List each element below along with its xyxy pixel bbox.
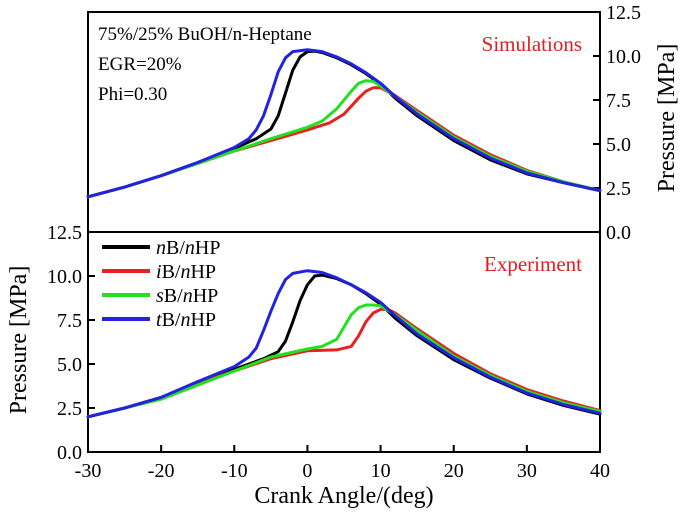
bottom-y-tick-label: 5.0: [57, 354, 82, 376]
top-y-tick-label: 2.5: [606, 178, 631, 200]
x-tick-label: -20: [148, 460, 175, 482]
x-tick-label: -30: [75, 460, 102, 482]
sim-series-tB-nHP: [86, 48, 602, 199]
top-y-tick-label: 10.0: [606, 46, 641, 68]
exp-series-sB-nHP: [86, 303, 602, 419]
x-tick-label: -10: [221, 460, 248, 482]
legend-label: sB/nHP: [156, 285, 218, 307]
x-axis-title: Crank Angle/(deg): [254, 483, 433, 509]
legend-label: iB/nHP: [156, 261, 216, 283]
x-tick-label: 30: [517, 460, 537, 482]
legend-label: tB/nHP: [156, 309, 216, 331]
bottom-y-tick-label: 0.0: [57, 442, 82, 464]
sim-series-sB-nHP: [86, 79, 602, 199]
exp-series-tB-nHP: [86, 269, 602, 419]
x-tick-label: 40: [590, 460, 610, 482]
bottom-y-tick-label: 7.5: [57, 310, 82, 332]
x-tick-label: 0: [302, 460, 312, 482]
bottom-y-tick-label: 10.0: [47, 266, 82, 288]
top-y-tick-label: 5.0: [606, 134, 631, 156]
bottom-y-axis-title: Pressure [MPa]: [6, 266, 32, 415]
top-y-ticks: 0.0 2.5 5.0 7.5 10.0 12.5: [593, 2, 641, 244]
top-series-group: [86, 48, 602, 199]
bottom-y-tick-label: 2.5: [57, 398, 82, 420]
x-tick-label: 10: [371, 460, 391, 482]
top-y-tick-label: 12.5: [606, 2, 641, 24]
annotation-egr: EGR=20%: [98, 54, 182, 75]
annotation-phi: Phi=0.30: [98, 84, 167, 105]
top-y-tick-label: 7.5: [606, 90, 631, 112]
legend-label: nB/nHP: [156, 237, 220, 259]
top-panel-title: Simulations: [482, 32, 582, 56]
annotation-fuel: 75%/25% BuOH/n-Heptane: [98, 24, 312, 45]
bottom-series-group: [86, 269, 602, 419]
bottom-axes-ticks: 0.0 2.5 5.0 7.5 10.0 12.5 -30 -20 -10 0 10 20 30 40: [47, 222, 610, 482]
top-y-axis-title: Pressure [MPa]: [654, 44, 680, 193]
x-tick-label: 20: [444, 460, 464, 482]
bottom-panel-title: Experiment: [484, 252, 582, 276]
bottom-y-tick-label: 12.5: [47, 222, 82, 244]
top-y-tick-label: 0.0: [606, 222, 631, 244]
bottom-panel-frame: [87, 231, 601, 453]
